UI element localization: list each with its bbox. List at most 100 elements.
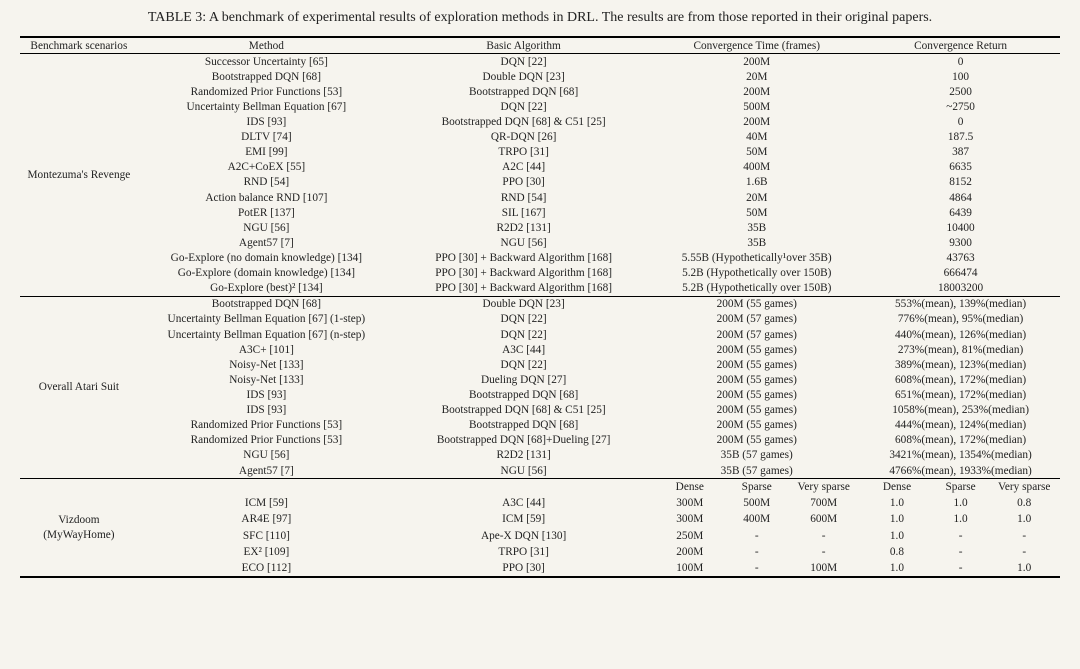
cell: 4864	[861, 190, 1060, 205]
table-row: Uncertainty Bellman Equation [67] (1-ste…	[20, 312, 1060, 327]
cell: 200M	[652, 54, 861, 70]
cell: 20M	[652, 190, 861, 205]
cell	[395, 479, 652, 496]
cell: 1058%(mean), 253%(median)	[861, 403, 1060, 418]
cell: 200M (55 games)	[652, 342, 861, 357]
sub-cell: 700M	[790, 496, 857, 511]
cell: 50M	[652, 205, 861, 220]
cell: NGU [56]	[138, 448, 395, 463]
cell: Bootstrapped DQN [68]	[395, 418, 652, 433]
cell: DenseSparseVery sparse	[861, 479, 1060, 496]
cell: 35B	[652, 220, 861, 235]
cell: 43763	[861, 251, 1060, 266]
table-row: Randomized Prior Functions [53]Bootstrap…	[20, 433, 1060, 448]
table-row: IDS [93]Bootstrapped DQN [68] & C51 [25]…	[20, 403, 1060, 418]
table-row: Go-Explore (domain knowledge) [134]PPO […	[20, 266, 1060, 281]
cell: A3C [44]	[395, 495, 652, 511]
sub-cell: Sparse	[929, 480, 993, 495]
sub-cell: -	[929, 528, 993, 543]
sub-cell: -	[929, 544, 993, 559]
cell: DQN [22]	[395, 312, 652, 327]
cell: 387	[861, 145, 1060, 160]
sub-cell: -	[790, 528, 857, 543]
cell: Ape-X DQN [130]	[395, 528, 652, 544]
sub-cell: 300M	[656, 512, 723, 527]
sub-cell: -	[992, 528, 1056, 543]
table-row: Agent57 [7]NGU [56]35B (57 games)4766%(m…	[20, 463, 1060, 479]
cell: 389%(mean), 123%(median)	[861, 357, 1060, 372]
cell: 5.2B (Hypothetically over 150B)	[652, 281, 861, 297]
sub-cell: 1.0	[865, 512, 929, 527]
benchmark-table: Benchmark scenarios Method Basic Algorit…	[20, 36, 1060, 578]
table-row: EMI [99]TRPO [31]50M387	[20, 145, 1060, 160]
sub-cell: 1.0	[929, 496, 993, 511]
scenario-cell: Overall Atari Suit	[20, 296, 138, 478]
cell: 200M (55 games)	[652, 296, 861, 312]
cell: 444%(mean), 124%(median)	[861, 418, 1060, 433]
cell: 500M	[652, 99, 861, 114]
sub-cell: 0.8	[865, 544, 929, 559]
table-row: Bootstrapped DQN [68]Double DQN [23]20M1…	[20, 69, 1060, 84]
cell: A3C [44]	[395, 342, 652, 357]
cell: 5.55B (Hypothetically¹over 35B)	[652, 251, 861, 266]
cell: PotER [137]	[138, 205, 395, 220]
cell: 3421%(mean), 1354%(median)	[861, 448, 1060, 463]
cell: Bootstrapped DQN [68]	[138, 69, 395, 84]
table-row: SFC [110]Ape-X DQN [130]250M--1.0--	[20, 528, 1060, 544]
sub-cell: 100M	[656, 560, 723, 575]
sub-cell: 500M	[723, 496, 790, 511]
col-ret: Convergence Return	[861, 37, 1060, 54]
cell: 651%(mean), 172%(median)	[861, 388, 1060, 403]
cell: 100	[861, 69, 1060, 84]
cell: Bootstrapped DQN [68] & C51 [25]	[395, 115, 652, 130]
table-row: DLTV [74]QR-DQN [26]40M187.5	[20, 130, 1060, 145]
cell: 553%(mean), 139%(median)	[861, 296, 1060, 312]
table-row: Noisy-Net [133]DQN [22]200M (55 games)38…	[20, 357, 1060, 372]
table-row: Go-Explore (best)² [134]PPO [30] + Backw…	[20, 281, 1060, 297]
cell: TRPO [31]	[395, 145, 652, 160]
cell: Bootstrapped DQN [68]	[395, 388, 652, 403]
cell: 200M	[652, 115, 861, 130]
cell: 200M (55 games)	[652, 403, 861, 418]
cell: Uncertainty Bellman Equation [67] (n-ste…	[138, 327, 395, 342]
cell: 200M (57 games)	[652, 327, 861, 342]
table-row: Action balance RND [107]RND [54]20M4864	[20, 190, 1060, 205]
table-row: IDS [93]Bootstrapped DQN [68] & C51 [25]…	[20, 115, 1060, 130]
cell: IDS [93]	[138, 403, 395, 418]
cell: DenseSparseVery sparse	[652, 479, 861, 496]
cell: 300M500M700M	[652, 495, 861, 511]
sub-cell: -	[992, 544, 1056, 559]
table-row: RND [54]PPO [30]1.6B8152	[20, 175, 1060, 190]
cell: 250M--	[652, 528, 861, 544]
col-alg: Basic Algorithm	[395, 37, 652, 54]
sub-cell: Dense	[656, 480, 723, 495]
cell: ICM [59]	[138, 495, 395, 511]
cell: 0	[861, 115, 1060, 130]
cell: Noisy-Net [133]	[138, 372, 395, 387]
cell: Randomized Prior Functions [53]	[138, 418, 395, 433]
cell: 200M (55 games)	[652, 357, 861, 372]
col-time: Convergence Time (frames)	[652, 37, 861, 54]
cell: 300M400M600M	[652, 511, 861, 527]
cell: Dueling DQN [27]	[395, 372, 652, 387]
table-row: ECO [112]PPO [30]100M-100M1.0-1.0	[20, 560, 1060, 577]
cell: DLTV [74]	[138, 130, 395, 145]
table-row: Randomized Prior Functions [53]Bootstrap…	[20, 84, 1060, 99]
cell: 1.01.01.0	[861, 511, 1060, 527]
cell: ICM [59]	[395, 511, 652, 527]
table-row: ICM [59]A3C [44]300M500M700M1.01.00.8	[20, 495, 1060, 511]
sub-cell: -	[929, 560, 993, 575]
table-row: AR4E [97]ICM [59]300M400M600M1.01.01.0	[20, 511, 1060, 527]
cell: RND [54]	[138, 175, 395, 190]
cell: AR4E [97]	[138, 511, 395, 527]
cell: 200M (55 games)	[652, 433, 861, 448]
cell: 608%(mean), 172%(median)	[861, 372, 1060, 387]
cell: Go-Explore (domain knowledge) [134]	[138, 266, 395, 281]
sub-cell: Very sparse	[992, 480, 1056, 495]
cell: Noisy-Net [133]	[138, 357, 395, 372]
table-row: NGU [56]R2D2 [131]35B10400	[20, 220, 1060, 235]
cell: A3C+ [101]	[138, 342, 395, 357]
cell: 1.6B	[652, 175, 861, 190]
cell: SFC [110]	[138, 528, 395, 544]
cell: Action balance RND [107]	[138, 190, 395, 205]
